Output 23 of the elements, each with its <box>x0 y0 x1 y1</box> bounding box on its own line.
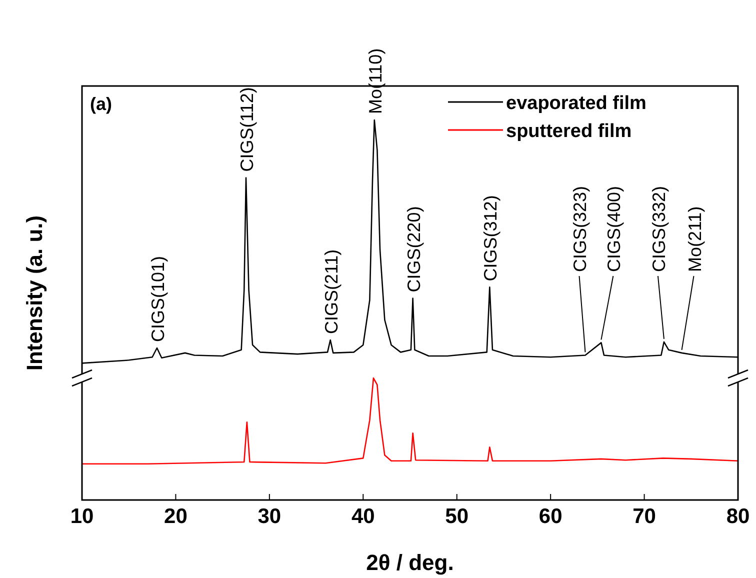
legend-label: sputtered film <box>506 121 632 142</box>
x-tick-label: 70 <box>632 504 656 528</box>
x-tick-label: 30 <box>258 504 282 528</box>
x-tick-label: 40 <box>351 504 375 528</box>
annotation: Mo(211) <box>684 206 705 272</box>
x-axis-title: 2θ / deg. <box>366 550 454 575</box>
annotation: CIGS(400) <box>604 186 624 272</box>
annotation: CIGS(112) <box>237 87 257 172</box>
legend-label: evaporated film <box>506 93 646 114</box>
annotation: CIGS(332) <box>648 186 669 272</box>
x-tick-label: 50 <box>445 504 469 528</box>
y-axis-title: Intensity (a. u.) <box>22 215 47 371</box>
x-tick-label: 20 <box>164 504 188 528</box>
text: (a) <box>90 94 112 114</box>
x-tick-label: 80 <box>726 504 750 528</box>
annotation: CIGS(323) <box>570 186 590 272</box>
annotation: CIGS(211) <box>321 249 342 334</box>
annotation: CIGS(101) <box>148 256 168 342</box>
annotation: CIGS(312) <box>480 195 501 282</box>
x-tick-label: 60 <box>538 504 562 528</box>
annotation: CIGS(220) <box>404 206 424 292</box>
annotation: Mo(110) <box>365 48 386 114</box>
x-tick-label: 10 <box>70 504 94 528</box>
